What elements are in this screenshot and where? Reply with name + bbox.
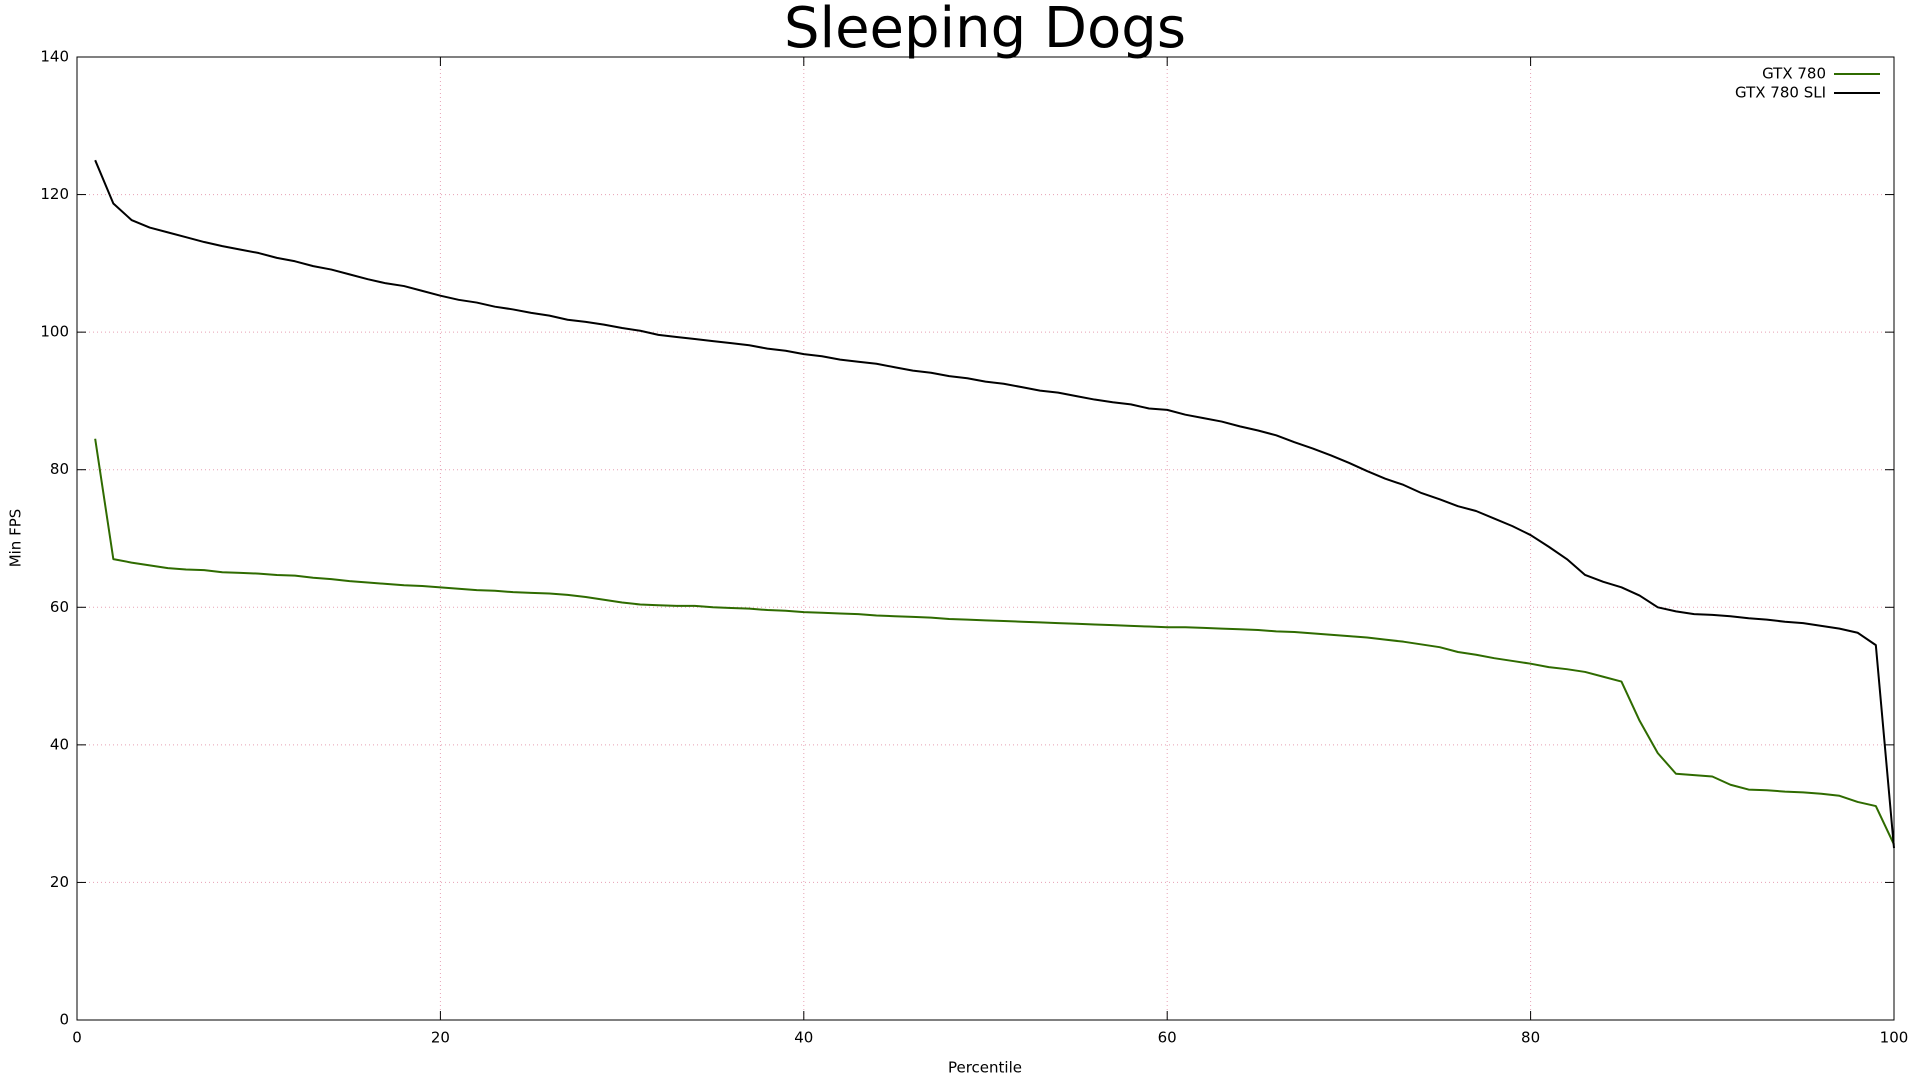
y-tick-label: 140 [40, 48, 69, 66]
x-tick-label: 100 [1880, 1029, 1909, 1047]
x-tick-label: 80 [1521, 1029, 1540, 1047]
chart-title: Sleeping Dogs [784, 0, 1186, 61]
series-line [94, 438, 1895, 846]
legend-label: GTX 780 [1762, 65, 1826, 83]
x-tick-label: 20 [431, 1029, 450, 1047]
y-tick-label: 20 [50, 873, 69, 891]
x-tick-label: 60 [1158, 1029, 1177, 1047]
series-line [94, 159, 1895, 849]
legend-label: GTX 780 SLI [1735, 84, 1826, 102]
x-tick-label: 40 [794, 1029, 813, 1047]
y-tick-label: 100 [40, 323, 69, 341]
y-tick-label: 0 [59, 1011, 69, 1029]
y-tick-label: 120 [40, 185, 69, 203]
x-axis-label: Percentile [948, 1059, 1022, 1077]
x-tick-label: 0 [72, 1029, 82, 1047]
y-tick-label: 60 [50, 598, 69, 616]
y-axis-label: Min FPS [7, 509, 25, 568]
plot-border [76, 56, 1895, 1021]
y-tick-label: 80 [50, 460, 69, 478]
y-tick-label: 40 [50, 735, 69, 753]
